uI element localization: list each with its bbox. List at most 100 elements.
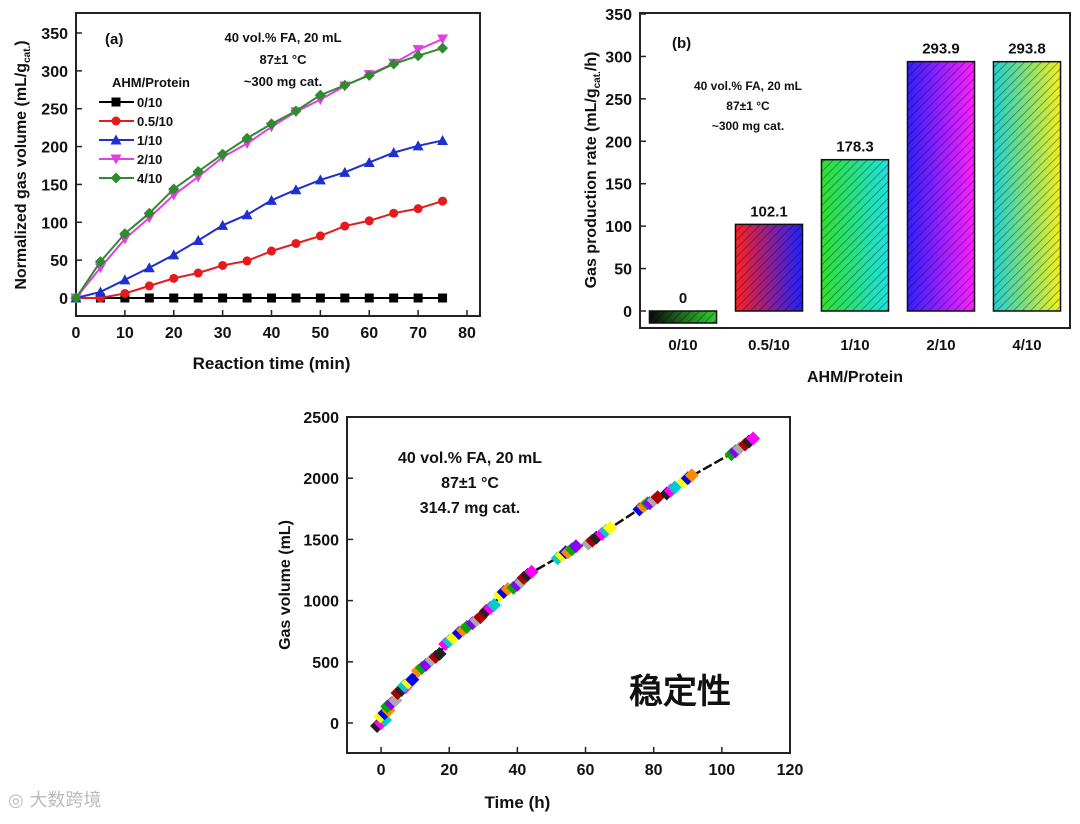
watermark-logo: ◎ 大数跨境: [8, 790, 102, 811]
marker-square: [267, 293, 276, 303]
marker-triangle-down: [192, 172, 204, 183]
x-tick-label: 50: [311, 325, 329, 342]
marker-diamond: [568, 539, 583, 554]
bar-hatch: [993, 61, 1061, 311]
marker-triangle-up: [110, 134, 122, 145]
y-tick-label: 300: [41, 64, 68, 81]
x-tick-label: 80: [458, 325, 476, 342]
y-tick-label: 0: [330, 716, 339, 733]
annotation: 87±1 °C: [726, 99, 770, 113]
marker-square: [120, 293, 130, 303]
y-tick-label: 0: [59, 291, 68, 308]
marker-diamond: [437, 42, 449, 54]
marker-circle: [438, 196, 448, 206]
x-axis-label: Reaction time (min): [193, 354, 351, 373]
chinese-annotation: 稳定性: [629, 673, 731, 711]
plot-frame: [639, 12, 1071, 329]
marker-diamond: [746, 431, 761, 446]
marker-diamond: [432, 646, 447, 661]
y-tick-label: 200: [41, 140, 68, 157]
y-tick-label: 350: [41, 26, 68, 43]
annotation: 40 vol.% FA, 20 mL: [398, 450, 542, 467]
x-tick-label: 120: [777, 762, 804, 779]
data-label: 0: [679, 290, 687, 307]
x-tick-label: 40: [508, 762, 526, 779]
marker-triangle-up: [241, 209, 253, 220]
legend-label: 4/10: [137, 171, 162, 186]
annotation: 87±1 °C: [259, 52, 307, 67]
y-axis-label: Gas production rate (mL/gcat./h): [583, 52, 603, 289]
y-tick-label: 500: [312, 655, 339, 672]
marker-triangle-up: [363, 156, 375, 167]
x-tick-label: 0: [377, 762, 386, 779]
x-tick-label: 60: [360, 325, 378, 342]
panel-label: (b): [672, 35, 691, 52]
data-label: 178.3: [836, 139, 874, 156]
annotation: ~300 mg cat.: [712, 119, 784, 133]
marker-diamond: [290, 105, 302, 117]
y-tick-label: 350: [605, 7, 632, 24]
series-line: [75, 139, 443, 299]
annotation: 87±1 °C: [441, 475, 499, 492]
legend-label: 0.5/10: [137, 114, 173, 129]
x-tick-label: 0: [72, 325, 81, 342]
marker-circle: [340, 221, 350, 231]
marker-triangle-up: [314, 174, 326, 185]
series-line: [75, 47, 443, 299]
annotation: 40 vol.% FA, 20 mL: [224, 30, 341, 45]
marker-square: [389, 293, 399, 303]
marker-square: [340, 293, 350, 303]
bar-hatch: [649, 311, 717, 323]
x-tick-label: 1/10: [840, 337, 869, 354]
x-tick-label: 30: [214, 325, 232, 342]
marker-circle: [218, 260, 228, 270]
marker-diamond: [266, 118, 277, 130]
marker-triangle-down: [437, 34, 449, 45]
series-4/10: [70, 42, 449, 304]
plot-frame: [346, 416, 791, 754]
x-tick-label: 2/10: [926, 337, 955, 354]
data-label: 102.1: [750, 203, 788, 220]
annotation: ~300 mg cat.: [244, 74, 322, 89]
marker-square: [242, 293, 252, 303]
y-axis-label: Normalized gas volume (mL/gcat.): [13, 40, 33, 289]
y-axis-label: Gas volume (mL): [277, 520, 294, 650]
marker-triangle-up: [119, 274, 131, 285]
x-tick-label: 4/10: [1012, 337, 1041, 354]
marker-diamond: [241, 132, 253, 144]
data-label: 293.9: [922, 41, 960, 58]
bar-hatch: [821, 159, 889, 311]
marker-triangle-up: [437, 135, 449, 146]
marker-square: [291, 293, 301, 303]
y-tick-label: 200: [605, 134, 632, 151]
marker-circle: [242, 256, 252, 266]
data-label: 293.8: [1008, 41, 1046, 58]
marker-triangle-up: [388, 147, 400, 158]
marker-triangle-up: [217, 219, 229, 230]
marker-diamond: [363, 69, 375, 81]
marker-circle: [291, 238, 301, 248]
marker-diamond: [684, 468, 699, 483]
marker-square: [364, 293, 374, 303]
y-tick-label: 100: [41, 215, 68, 232]
marker-diamond: [388, 58, 400, 70]
y-tick-label: 150: [605, 177, 632, 194]
marker-diamond: [339, 79, 351, 91]
marker-triangle-up: [94, 286, 106, 297]
marker-square: [193, 293, 203, 303]
legend-label: 0/10: [137, 95, 162, 110]
marker-triangle-down: [412, 45, 424, 56]
y-tick-label: 2500: [303, 410, 339, 427]
y-tick-label: 300: [605, 49, 632, 66]
marker-triangle-up: [412, 140, 424, 151]
y-tick-label: 50: [50, 253, 68, 270]
marker-triangle-up: [168, 249, 180, 260]
marker-triangle-up: [266, 194, 277, 205]
chart-a: 0 50 100 150 200 250 300 350 0 10 20 30 40 50 60 70 80 Re…: [13, 12, 481, 373]
chart-c: 0 500 1000 1500 2000 2500 0 20 40 60 80 100 120 Time …: [277, 410, 803, 812]
x-tick-label: 20: [440, 762, 458, 779]
x-tick-label: 100: [708, 762, 735, 779]
marker-circle: [389, 208, 399, 218]
x-tick-label: 70: [409, 325, 427, 342]
